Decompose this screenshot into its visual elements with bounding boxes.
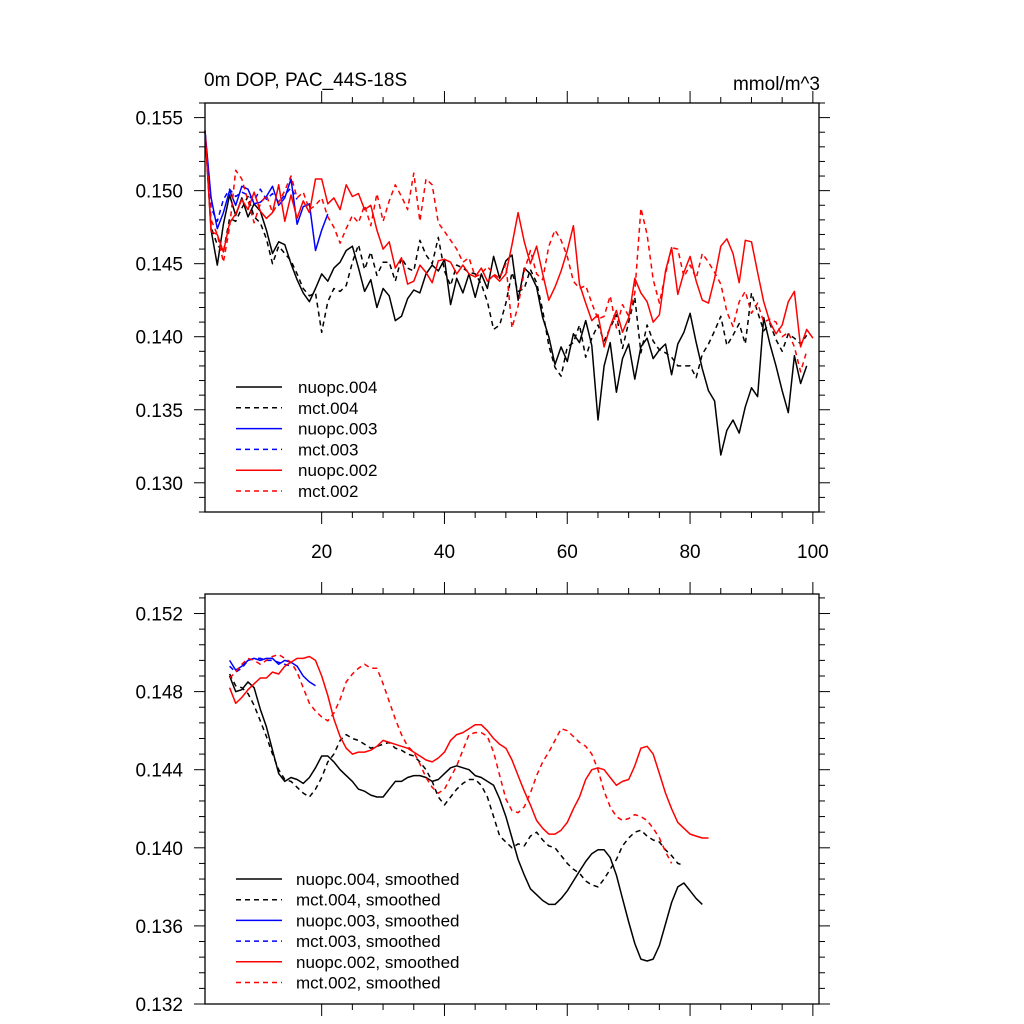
bottom-legend-label-nuopc-002-smoothed: nuopc.002, smoothed — [296, 953, 460, 972]
top-x-tick-label: 60 — [557, 542, 578, 563]
top-legend-label-mct-004: mct.004 — [298, 399, 358, 418]
top-panel: 0m DOP, PAC_44S-18S mmol/m^3 0.1300.1350… — [135, 70, 830, 563]
bottom-y-tick-label: 0.144 — [135, 761, 183, 782]
top-panel-series — [204, 130, 814, 456]
top-legend-label-nuopc-002: nuopc.002 — [298, 461, 377, 480]
bottom-y-tick-label: 0.140 — [135, 839, 183, 860]
bottom-legend-label-mct-002-smoothed: mct.002, smoothed — [296, 974, 441, 993]
top-series-nuopc-002 — [204, 130, 814, 348]
top-x-tick-label: 20 — [311, 542, 332, 563]
bottom-series-mct-004-smoothed — [228, 673, 685, 888]
bottom-legend-label-nuopc-004-smoothed: nuopc.004, smoothed — [296, 870, 460, 889]
top-y-tick-label: 0.135 — [135, 401, 183, 422]
top-y-tick-label: 0.140 — [135, 328, 183, 349]
top-y-tick-label: 0.155 — [135, 109, 183, 130]
bottom-y-tick-label: 0.152 — [135, 605, 183, 626]
top-y-tick-label: 0.145 — [135, 255, 183, 276]
top-series-mct-002 — [204, 130, 808, 373]
top-y-tick-label: 0.130 — [135, 474, 183, 495]
bottom-series-mct-002-smoothed — [229, 653, 673, 864]
top-legend-label-mct-003: mct.003 — [298, 440, 358, 459]
bottom-panel-series — [228, 653, 709, 962]
bottom-series-nuopc-003-smoothed — [228, 657, 316, 687]
bottom-series-nuopc-004-smoothed — [228, 675, 703, 962]
top-legend-label-nuopc-004: nuopc.004 — [298, 378, 377, 397]
top-x-tick-label: 100 — [797, 542, 829, 563]
bottom-legend-label-nuopc-003-smoothed: nuopc.003, smoothed — [296, 911, 460, 930]
top-series-mct-004 — [204, 130, 808, 379]
top-x-tick-label: 40 — [434, 542, 455, 563]
bottom-series-nuopc-002-smoothed — [228, 655, 709, 839]
bottom-y-tick-label: 0.148 — [135, 683, 183, 704]
bottom-legend-label-mct-004-smoothed: mct.004, smoothed — [296, 891, 441, 910]
top-panel-axes: 0.130 0.135 0.140 0.145 0.150 0.155 20 40 60 80 10… — [135, 91, 830, 563]
top-legend-label-mct-002: mct.002 — [298, 482, 358, 501]
top-legend-label-nuopc-003: nuopc.003 — [298, 420, 377, 439]
bottom-panel: 0.132 0.136 0.140 0.144 0.148 0.152 nuopc.004… — [135, 582, 830, 1016]
top-panel-title: 0m DOP, PAC_44S-18S — [204, 70, 407, 91]
top-panel-units: mmol/m^3 — [733, 74, 820, 95]
top-x-tick-label: 80 — [679, 542, 700, 563]
bottom-series-mct-003-smoothed — [229, 657, 292, 673]
bottom-y-tick-label: 0.136 — [135, 917, 183, 938]
bottom-panel-axes: 0.132 0.136 0.140 0.144 0.148 0.152 — [135, 582, 830, 1016]
bottom-legend-label-mct-003-smoothed: mct.003, smoothed — [296, 932, 441, 951]
top-series-nuopc-004 — [204, 130, 808, 456]
bottom-y-tick-label: 0.132 — [135, 995, 183, 1016]
top-y-tick-label: 0.150 — [135, 182, 183, 203]
bottom-panel-frame — [204, 593, 820, 1005]
